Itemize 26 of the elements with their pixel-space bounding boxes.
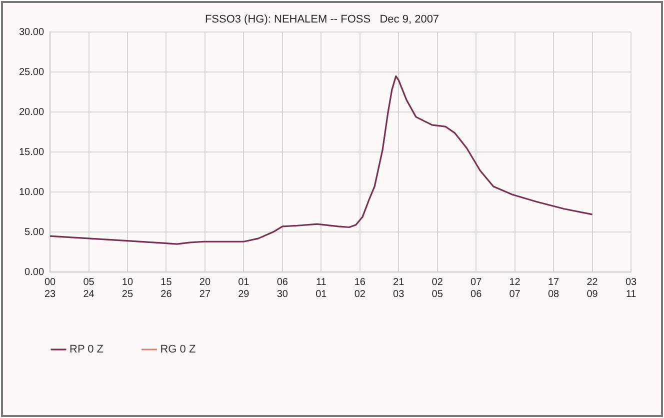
x-tick-label: 05 24 [83,276,95,300]
x-tick-label: 11 01 [316,276,328,300]
x-tick-label: 22 09 [586,276,598,300]
y-tick-label: 0.00 [24,266,44,278]
x-tick-label: 02 05 [432,276,444,300]
x-tick-label: 12 07 [509,276,521,300]
x-tick-label: 06 30 [276,276,288,300]
y-tick-label: 15.00 [18,146,44,158]
x-tick-label: 17 08 [548,276,560,300]
x-tick-label: 00 23 [44,276,56,300]
y-tick-label: 5.00 [24,226,44,238]
x-tick-label: 16 02 [354,276,366,300]
x-tick-label: 01 29 [238,276,250,300]
x-tick-label: 20 27 [199,276,211,300]
y-tick-label: 20.00 [18,106,44,118]
x-tick-label: 10 25 [122,276,134,300]
y-tick-label: 30.00 [18,26,44,38]
x-tick-label: 21 03 [393,276,405,300]
chart-title: FSSO3 (HG): NEHALEM -- FOSS Dec 9, 2007 [204,14,440,26]
legend-label: RG 0 Z [160,344,196,356]
x-tick-label: 15 26 [160,276,172,300]
x-tick-label: 07 06 [470,276,482,300]
y-tick-label: 25.00 [18,66,44,78]
legend-label: RP 0 Z [70,344,104,356]
y-tick-label: 10.00 [18,186,44,198]
x-tick-label: 03 11 [625,276,637,300]
